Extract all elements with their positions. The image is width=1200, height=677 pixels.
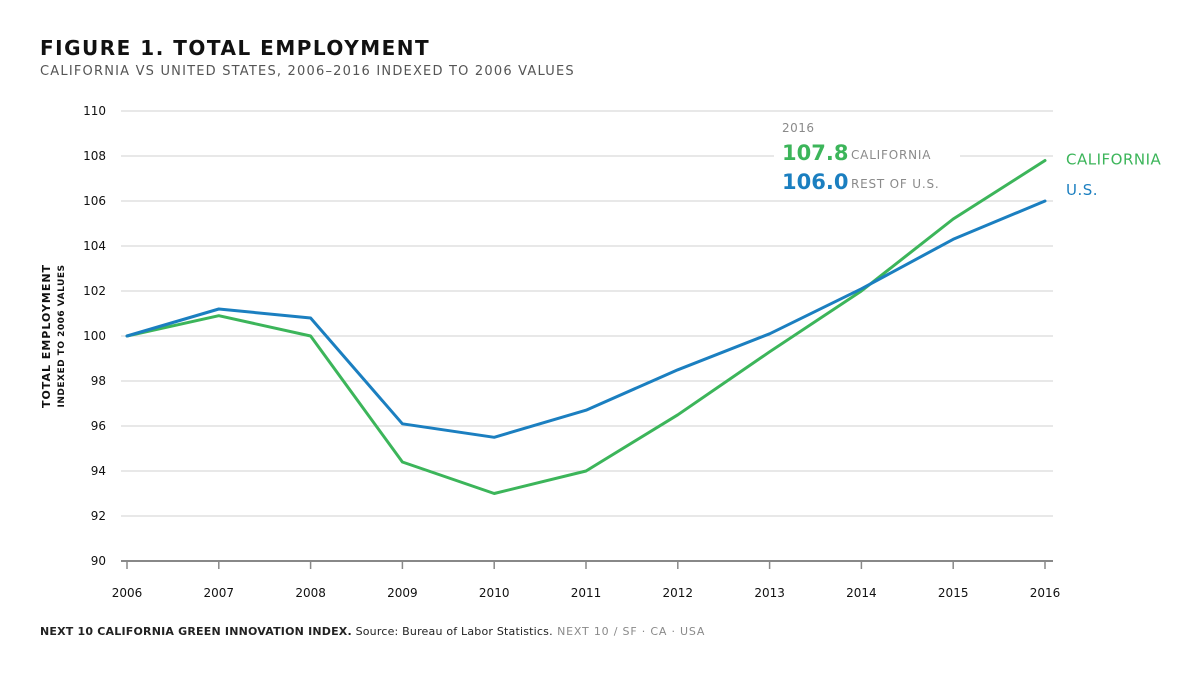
y-tick-label: 102: [83, 284, 106, 298]
footer-org: NEXT 10 / SF · CA · USA: [552, 625, 706, 638]
annotation-us-value: 106.0: [782, 170, 848, 194]
x-tick-label: 2008: [295, 586, 326, 600]
x-tick-label: 2009: [387, 586, 418, 600]
annotation-year: 2016: [782, 121, 815, 135]
series-end-label: CALIFORNIA: [1066, 151, 1162, 169]
chart-title: FIGURE 1. TOTAL EMPLOYMENT: [40, 36, 431, 60]
annotation-backing: [774, 137, 960, 199]
y-tick-label: 92: [91, 509, 106, 523]
series-line-california: [125, 159, 1047, 495]
x-tick-label: 2011: [571, 586, 602, 600]
series-lines: [125, 159, 1047, 495]
x-tick-label: 2006: [112, 586, 143, 600]
x-tick-label: 2016: [1030, 586, 1061, 600]
y-tick-label: 110: [83, 104, 106, 118]
footer-index-name: NEXT 10 CALIFORNIA GREEN INNOVATION INDE…: [40, 625, 352, 638]
x-tick-label: 2010: [479, 586, 510, 600]
y-tick-label: 96: [91, 419, 106, 433]
x-tick-label: 2012: [663, 586, 694, 600]
chart-footer: NEXT 10 CALIFORNIA GREEN INNOVATION INDE…: [40, 625, 705, 638]
y-tick-label: 106: [83, 194, 106, 208]
x-tick-label: 2014: [846, 586, 877, 600]
y-tick-label: 104: [83, 239, 106, 253]
annotation-ca-label: CALIFORNIA: [851, 148, 931, 162]
x-tick-label: 2007: [204, 586, 235, 600]
annotation-ca-value: 107.8: [782, 141, 848, 165]
y-tick-label: 100: [83, 329, 106, 343]
y-tick-label: 94: [91, 464, 106, 478]
x-tick-label: 2015: [938, 586, 969, 600]
axes: [121, 560, 1053, 569]
series-end-label: U.S.: [1066, 181, 1098, 199]
chart-subtitle: CALIFORNIA VS UNITED STATES, 2006–2016 I…: [40, 64, 575, 79]
y-axis-title: TOTAL EMPLOYMENT: [40, 264, 53, 408]
footer-source: Source: Bureau of Labor Statistics.: [351, 625, 553, 638]
y-tick-label: 90: [91, 554, 106, 568]
annotation-us-label: REST OF U.S.: [851, 177, 939, 191]
y-tick-label: 98: [91, 374, 106, 388]
y-tick-label: 108: [83, 149, 106, 163]
series-line-u-s: [125, 199, 1047, 439]
x-tick-label: 2013: [754, 586, 785, 600]
y-axis-subtitle: INDEXED TO 2006 VALUES: [57, 265, 67, 408]
labels: 90 92 94 96 98 100 102 104 106 108 110 2006 2007 2008…: [40, 104, 1162, 600]
